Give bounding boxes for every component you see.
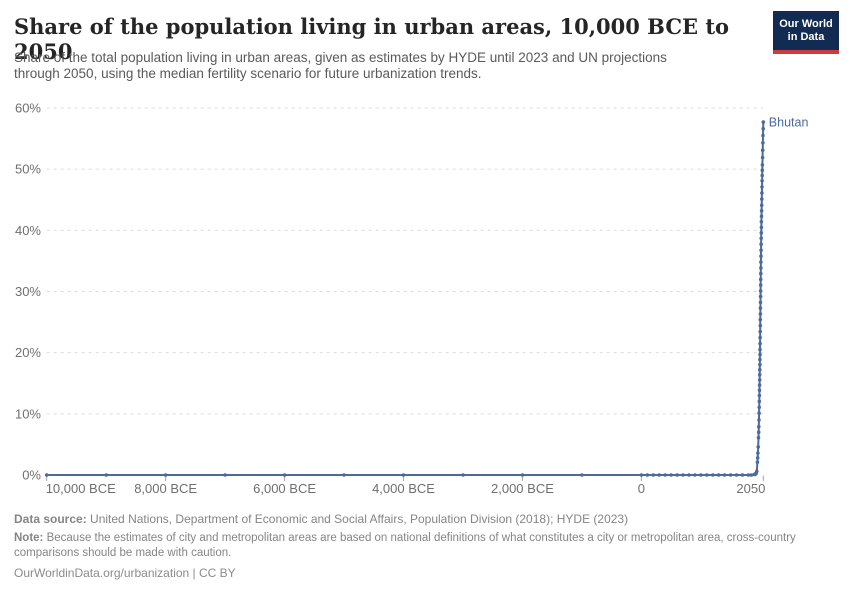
data-source-label: Data source: <box>14 512 87 526</box>
x-axis-label: 4,000 BCE <box>372 481 435 496</box>
owid-logo-line1: Our World <box>779 17 833 30</box>
y-axis-label: 60% <box>15 101 41 116</box>
x-axis-label: 0 <box>638 481 645 496</box>
footer-data-source: Data source: United Nations, Department … <box>14 512 628 526</box>
series-line <box>45 121 765 476</box>
y-axis-label: 30% <box>15 284 41 299</box>
entity-label: Bhutan <box>769 116 809 130</box>
data-source-text: United Nations, Department of Economic a… <box>90 512 629 526</box>
footer-note: Note: Because the estimates of city and … <box>14 531 826 561</box>
note-label: Note: <box>14 532 44 544</box>
citation-text: OurWorldinData.org/urbanization | CC BY <box>14 566 236 580</box>
y-axis-label: 0% <box>22 468 41 483</box>
x-axis-label: 2050 <box>736 481 765 496</box>
x-axis-label: 8,000 BCE <box>134 481 197 496</box>
owid-logo: Our World in Data <box>773 11 839 54</box>
chart-title: Share of the population living in urban … <box>14 14 730 64</box>
chart-subtitle-line1: Share of the total population living in … <box>14 50 667 65</box>
x-axis-label: 2,000 BCE <box>491 481 554 496</box>
y-axis-label: 40% <box>15 223 41 238</box>
footer-citation: OurWorldinData.org/urbanization | CC BY <box>14 566 236 580</box>
y-axis-label: 20% <box>15 345 41 360</box>
y-axis-label: 50% <box>15 162 41 177</box>
owid-logo-line2: in Data <box>787 30 825 43</box>
note-text: Because the estimates of city and metrop… <box>14 532 796 559</box>
series-points <box>44 120 766 477</box>
y-axis-label: 10% <box>15 406 41 421</box>
chart-subtitle: Share of the total population living in … <box>14 50 759 82</box>
x-axis-label: 6,000 BCE <box>253 481 316 496</box>
x-axis-label: 10,000 BCE <box>46 481 116 496</box>
chart-subtitle-line2: through 2050, using the median fertility… <box>14 66 482 81</box>
